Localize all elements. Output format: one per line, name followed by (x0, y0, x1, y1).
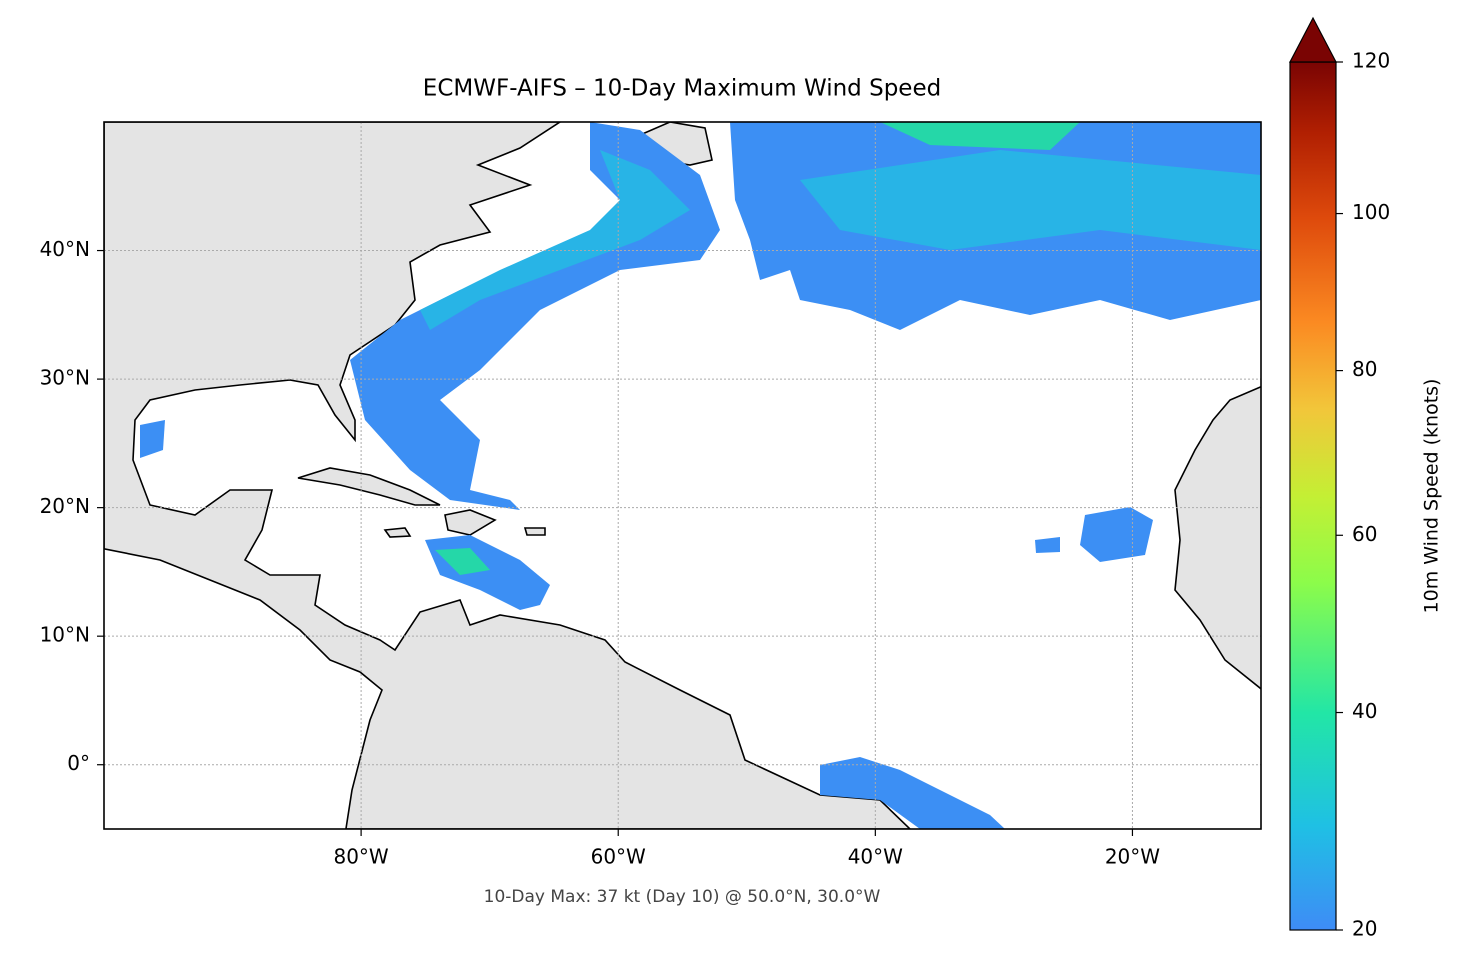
map (104, 122, 1261, 829)
y-tick-label: 40°N (40, 237, 90, 261)
pacific (104, 547, 383, 829)
y-tick-label: 20°N (40, 494, 90, 518)
colorbar-label: 10m Wind Speed (knots) (1421, 379, 1443, 614)
map-frame (103, 121, 1262, 830)
y-tick-label: 0° (67, 751, 90, 775)
x-tick-label: 60°W (591, 845, 646, 869)
x-tick-label: 40°W (848, 845, 903, 869)
colorbar-tick-label: 40 (1352, 699, 1377, 723)
wind-field (140, 122, 1261, 829)
hispaniola (444, 509, 497, 536)
puerto-rico (523, 527, 546, 536)
grid (104, 122, 1261, 829)
y-tick-label: 10°N (40, 623, 90, 647)
title: ECMWF-AIFS – 10-Day Maximum Wind Speed (423, 76, 941, 102)
colorbar-tick-label: 80 (1352, 357, 1377, 381)
colorbar-tick-label: 20 (1352, 917, 1377, 941)
jamaica (383, 527, 412, 538)
cuba (297, 467, 441, 506)
africa (1174, 385, 1261, 690)
colorbar-tick-label: 120 (1352, 49, 1390, 73)
colorbar (1289, 61, 1337, 931)
colorbar-tick-label: 60 (1352, 522, 1377, 546)
colorbar-extend (1289, 16, 1337, 63)
colorbar-tick-label: 100 (1352, 200, 1390, 224)
x-tick-label: 80°W (333, 845, 388, 869)
y-tick-label: 30°N (40, 366, 90, 390)
footnote: 10-Day Max: 37 kt (Day 10) @ 50.0°N, 30.… (484, 887, 881, 907)
x-tick-label: 20°W (1105, 845, 1160, 869)
